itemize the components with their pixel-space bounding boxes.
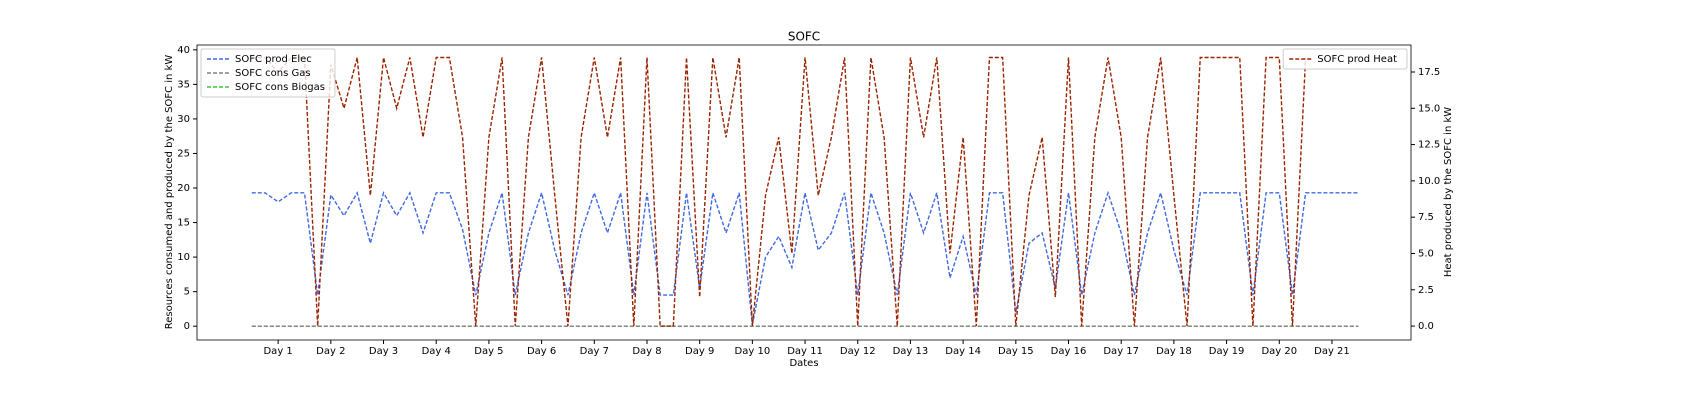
- y2-tick-label: 15.0: [1418, 103, 1440, 114]
- x-tick-label: Day 2: [316, 346, 345, 357]
- y2-tick-label: 17.5: [1418, 67, 1440, 78]
- y2-tick-label: 0.0: [1418, 321, 1434, 332]
- x-tick-label: Day 8: [632, 346, 661, 357]
- x-tick-label: Day 3: [369, 346, 398, 357]
- x-tick-label: Day 1: [263, 346, 292, 357]
- x-tick-label: Day 15: [998, 346, 1034, 357]
- x-tick-label: Day 13: [893, 346, 929, 357]
- legend-label: SOFC cons Biogas: [235, 82, 325, 93]
- y-tick-label: 20: [177, 183, 190, 194]
- x-tick-label: Day 7: [580, 346, 609, 357]
- y2-tick-label: 7.5: [1418, 212, 1434, 223]
- x-tick-label: Day 11: [787, 346, 823, 357]
- y-tick-label: 35: [177, 79, 190, 90]
- x-tick-label: Day 21: [1314, 346, 1350, 357]
- legend-box: [200, 48, 336, 98]
- legend-label: SOFC cons Gas: [235, 68, 311, 79]
- x-tick-label: Day 4: [422, 346, 451, 357]
- legend: SOFC prod Heat: [1282, 48, 1408, 70]
- x-tick-label: Day 16: [1051, 346, 1087, 357]
- chart-title: SOFC: [788, 30, 820, 44]
- legend: SOFC prod Elec SOFC cons Gas SOFC cons Bio…: [200, 48, 336, 98]
- x-tick-label: Day 20: [1261, 346, 1297, 357]
- legend-box: [1282, 48, 1408, 70]
- y-axis-label: Resources consumed and produced by the S…: [164, 55, 175, 330]
- x-axis-label: Dates: [789, 358, 818, 369]
- plot-frame: [196, 44, 1412, 341]
- y2-tick-label: 5.0: [1418, 248, 1434, 259]
- x-tick-label: Day 18: [1156, 346, 1192, 357]
- y-tick-label: 15: [177, 218, 190, 229]
- series-line: [251, 56, 1307, 327]
- y-tick-label: 10: [177, 252, 190, 263]
- x-tick-label: Day 19: [1209, 346, 1245, 357]
- legend-label: SOFC prod Elec: [235, 54, 312, 65]
- x-tick-label: Day 12: [840, 346, 876, 357]
- x-tick-label: Day 17: [1103, 346, 1139, 357]
- x-tick-label: Day 14: [945, 346, 981, 357]
- x-tick-label: Day 9: [685, 346, 714, 357]
- legend-label: SOFC prod Heat: [1317, 54, 1397, 65]
- y-tick-label: 30: [177, 114, 190, 125]
- x-tick-label: Day 6: [527, 346, 556, 357]
- y-tick-label: 25: [177, 148, 190, 159]
- x-tick-label: Day 10: [735, 346, 771, 357]
- y2-tick-label: 2.5: [1418, 285, 1434, 296]
- x-tick-label: Day 5: [474, 346, 503, 357]
- series-line: [251, 190, 1359, 325]
- y2-tick-label: 10.0: [1418, 176, 1440, 187]
- y-tick-label: 5: [184, 287, 190, 298]
- y-tick-label: 40: [177, 45, 190, 56]
- y-tick-label: 0: [184, 321, 190, 332]
- y2-axis-label: Heat produced by the SOFC in kW: [1443, 107, 1454, 277]
- y2-tick-label: 12.5: [1418, 140, 1440, 151]
